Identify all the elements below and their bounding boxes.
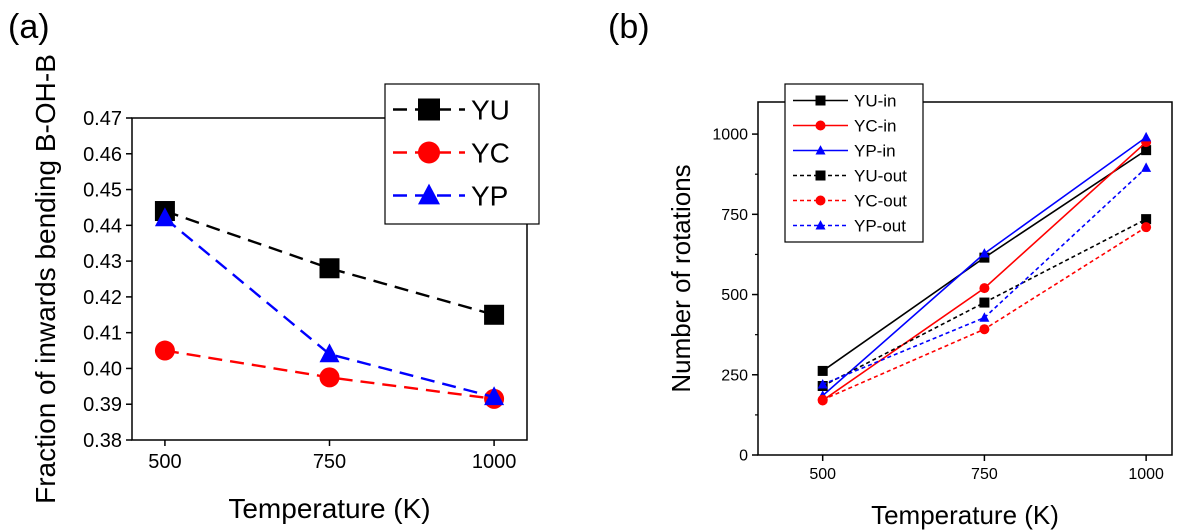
- data-point-yu: [319, 258, 340, 279]
- data-point-yc: [154, 340, 175, 361]
- panel-label: (b): [608, 8, 650, 46]
- data-point-yp: [484, 386, 505, 406]
- y-tick-label: 0.40: [83, 358, 122, 380]
- y-tick-label: 0.38: [83, 430, 122, 452]
- legend-marker: [815, 120, 826, 131]
- y-tick-label: 0.46: [83, 144, 122, 166]
- y-tick-label: 0.45: [83, 180, 122, 202]
- y-tick-label: 500: [721, 287, 748, 304]
- legend-marker: [815, 145, 826, 155]
- data-point-yp-in: [979, 248, 990, 258]
- legend-label: YC-out: [854, 192, 907, 211]
- x-axis-label: Temperature (K): [871, 500, 1059, 530]
- y-tick-label: 0.43: [83, 251, 122, 273]
- series-line-yu: [164, 209, 495, 316]
- legend-label: YP-out: [854, 217, 906, 236]
- data-point-yu-out: [1141, 214, 1152, 225]
- y-tick-label: 0.44: [83, 215, 122, 237]
- y-axis-label: Number of rotations: [666, 164, 696, 392]
- series-line-yp: [164, 217, 495, 399]
- data-point-yu-in: [1141, 145, 1152, 156]
- y-tick-label: 0.39: [83, 394, 122, 416]
- legend-marker: [418, 141, 440, 164]
- data-point-yc: [319, 367, 340, 388]
- y-tick-label: 250: [721, 367, 748, 384]
- plot-frame: [757, 101, 1173, 456]
- legend-box: [384, 83, 540, 225]
- y-tick-label: 0.41: [83, 323, 122, 345]
- y-tick-label: 1000: [712, 127, 748, 144]
- data-point-yc-out: [1141, 222, 1152, 233]
- legend-label: YP-in: [854, 142, 896, 161]
- data-point-yp-out: [817, 379, 828, 389]
- data-point-yu-in: [817, 365, 828, 376]
- legend-box: [784, 83, 924, 243]
- x-tick-label: 1000: [1128, 466, 1164, 483]
- data-point-yc-out: [817, 394, 828, 405]
- data-point-yu-out: [979, 297, 990, 308]
- data-point-yu: [484, 304, 505, 325]
- data-point-yc-in: [979, 283, 990, 294]
- legend-marker: [418, 98, 440, 121]
- data-point-yu-in: [979, 252, 990, 263]
- legend-marker: [418, 183, 440, 205]
- x-tick-label: 750: [313, 451, 346, 473]
- legend-marker: [815, 95, 826, 106]
- data-point-yp: [154, 207, 175, 227]
- legend-label: YC-in: [854, 117, 897, 136]
- data-point-yp-out: [1141, 162, 1152, 172]
- legend-label: YC: [471, 138, 510, 169]
- x-tick-label: 500: [809, 466, 836, 483]
- legend-marker: [815, 170, 826, 181]
- legend-marker: [815, 220, 826, 230]
- y-tick-label: 750: [721, 207, 748, 224]
- data-point-yp: [319, 343, 340, 363]
- y-axis-label: Fraction of inwards bending B-OH-B: [30, 54, 61, 504]
- panel-label: (a): [8, 8, 50, 46]
- x-tick-label: 500: [148, 451, 181, 473]
- y-tick-label: 0: [739, 448, 748, 465]
- x-tick-label: 1000: [472, 451, 517, 473]
- legend-label: YU-out: [854, 167, 907, 186]
- y-tick-label: 0.42: [83, 287, 122, 309]
- series-line-yu-out: [822, 218, 1147, 387]
- data-point-yp-out: [979, 312, 990, 322]
- data-point-yp-in: [1141, 131, 1152, 142]
- legend-marker: [815, 195, 826, 206]
- legend-label: YU: [471, 95, 510, 126]
- legend-label: YU-in: [854, 92, 897, 111]
- x-tick-label: 750: [971, 466, 998, 483]
- legend-label: YP: [471, 181, 508, 212]
- x-axis-label: Temperature (K): [228, 493, 430, 524]
- series-line-yp-out: [822, 167, 1147, 386]
- data-point-yc-out: [979, 324, 990, 335]
- y-tick-label: 0.47: [83, 108, 122, 130]
